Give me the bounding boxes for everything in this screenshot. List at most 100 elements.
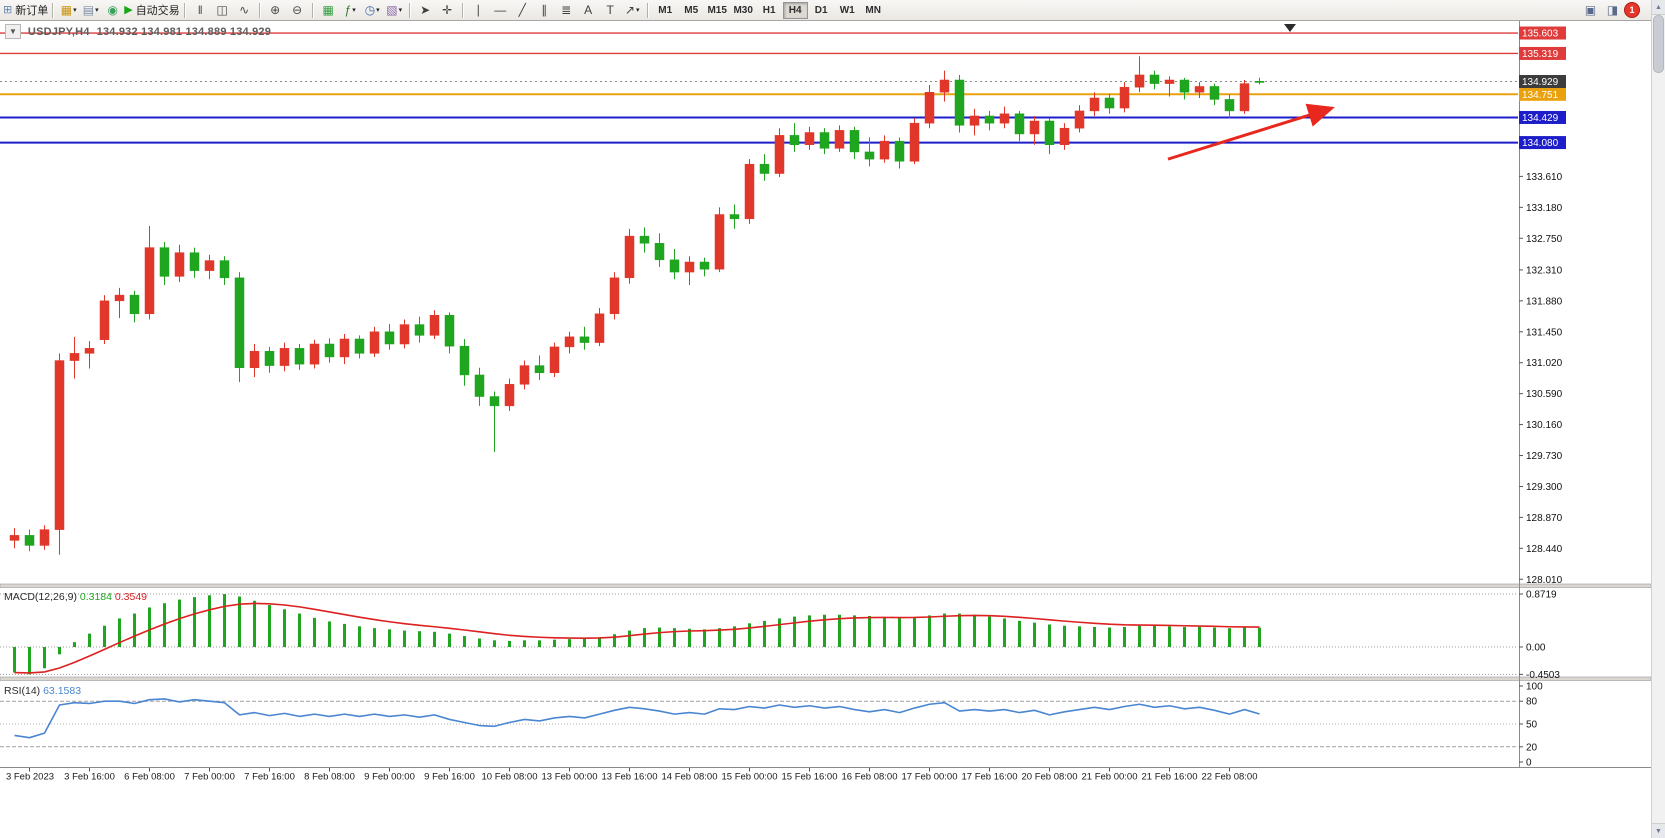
- candle-body: [354, 338, 365, 354]
- timeframe-d1-button[interactable]: D1: [809, 2, 834, 19]
- svg-text:7 Feb 00:00: 7 Feb 00:00: [184, 772, 235, 782]
- candle-body: [549, 346, 560, 374]
- horizontal-line-icon[interactable]: —: [490, 2, 511, 19]
- chart-canvas[interactable]: 133.610 133.180 132.750 132.310 131.880 131.4…: [0, 21, 1651, 781]
- dropdown-caret-icon: ▾: [95, 7, 99, 14]
- new-chart-icon[interactable]: ▦ ▾: [58, 2, 79, 19]
- channel-icon[interactable]: ∥: [534, 2, 555, 19]
- candle-body: [669, 259, 680, 273]
- candle-body: [84, 348, 95, 354]
- candle-body: [909, 122, 920, 162]
- scrollbar-thumb[interactable]: [1653, 15, 1664, 73]
- svg-text:133.180: 133.180: [1526, 203, 1563, 214]
- panel-separator[interactable]: [0, 676, 1651, 681]
- zoom-out-icon[interactable]: ⊖: [287, 2, 308, 19]
- timeframe-mn-button[interactable]: MN: [861, 2, 886, 19]
- svg-text:131.020: 131.020: [1526, 358, 1563, 369]
- svg-text:3 Feb 2023: 3 Feb 2023: [6, 772, 54, 782]
- candles-chart-icon[interactable]: ◫: [212, 2, 233, 19]
- new-order-button[interactable]: ⊞ 新订单: [3, 2, 48, 19]
- chart-shift-marker[interactable]: [1284, 24, 1296, 32]
- autotrading-button-label: 自动交易: [135, 5, 180, 17]
- timeframe-h1-button[interactable]: H1: [757, 2, 782, 19]
- vertical-scrollbar[interactable]: ▲ ▼: [1651, 0, 1665, 838]
- chart-header: ▼ USDJPY,H4 134.932 134.981 134.889 134.…: [5, 24, 271, 39]
- timeframe-m15-button[interactable]: M15: [705, 2, 730, 19]
- candle-body: [534, 365, 545, 374]
- one-click-trading-dropdown[interactable]: ▼: [5, 24, 21, 39]
- scroll-down-icon[interactable]: ▼: [1652, 823, 1665, 838]
- arrows-icon: ↗: [624, 3, 635, 17]
- timeframe-m5-button[interactable]: M5: [679, 2, 704, 19]
- svg-text:128.870: 128.870: [1526, 513, 1563, 524]
- indicators-icon: ƒ: [344, 3, 352, 17]
- trendline-icon[interactable]: ╱: [512, 2, 533, 19]
- candle-body: [1104, 97, 1115, 109]
- panel-separator[interactable]: [0, 583, 1651, 588]
- cursor-icon[interactable]: ➤: [415, 2, 436, 19]
- fibonacci-icon[interactable]: ≣: [556, 2, 577, 19]
- candle-body: [489, 396, 500, 407]
- bars-chart-icon[interactable]: ‖: [190, 2, 211, 19]
- svg-text:130.160: 130.160: [1526, 420, 1563, 431]
- candle-body: [294, 348, 305, 365]
- candle-body: [744, 163, 755, 220]
- timeframe-h4-button[interactable]: H4: [782, 1, 808, 19]
- periods-icon[interactable]: ◷ ▾: [362, 2, 383, 19]
- candle-body: [819, 132, 830, 149]
- timeframe-m1-button[interactable]: M1: [653, 2, 678, 19]
- candle-body: [564, 336, 575, 348]
- refresh-icon[interactable]: ◉: [102, 2, 123, 19]
- crosshair-icon: ✛: [442, 3, 453, 17]
- timeframe-m30-button[interactable]: M30: [731, 2, 756, 19]
- svg-text:133.610: 133.610: [1526, 172, 1563, 183]
- candle-body: [369, 331, 380, 354]
- channel-icon: ∥: [541, 3, 548, 17]
- candle-body: [459, 345, 470, 376]
- line-chart-icon[interactable]: ∿: [234, 2, 255, 19]
- rsi-label: RSI(14) 63.1583: [4, 685, 81, 697]
- svg-text:131.450: 131.450: [1526, 327, 1563, 338]
- timeframe-w1-button[interactable]: W1: [835, 2, 860, 19]
- svg-text:0: 0: [1526, 758, 1532, 769]
- toolbar-divider: [183, 2, 186, 18]
- profiles-icon[interactable]: ▤ ▾: [80, 2, 101, 19]
- fibonacci-icon: ≣: [561, 3, 572, 17]
- svg-text:21 Feb 16:00: 21 Feb 16:00: [1142, 772, 1198, 782]
- time-axis[interactable]: 3 Feb 2023 3 Feb 16:00 6 Feb 08:00 7 Feb 00…: [6, 768, 1258, 781]
- candle-body: [249, 350, 260, 369]
- svg-text:7 Feb 16:00: 7 Feb 16:00: [244, 772, 295, 782]
- svg-text:0.00: 0.00: [1526, 643, 1546, 654]
- price-axis[interactable]: 133.610 133.180 132.750 132.310 131.880 131.4…: [1519, 172, 1563, 586]
- svg-text:0.8719: 0.8719: [1526, 589, 1557, 600]
- label-icon: T: [606, 3, 614, 17]
- zoom-in-icon[interactable]: ⊕: [265, 2, 286, 19]
- crosshair-icon[interactable]: ✛: [437, 2, 458, 19]
- arrows-icon[interactable]: ↗ ▾: [622, 2, 643, 19]
- candle-body: [1119, 86, 1130, 109]
- bars-chart-icon: ‖: [197, 3, 203, 17]
- text-icon[interactable]: A: [578, 2, 599, 19]
- chart-window: ▼ USDJPY,H4 134.932 134.981 134.889 134.…: [0, 21, 1651, 838]
- indicators-icon[interactable]: ƒ ▾: [340, 2, 361, 19]
- notification-badge[interactable]: 1: [1624, 2, 1640, 18]
- trend-arrow-object[interactable]: [1167, 103, 1335, 161]
- candle-body: [864, 151, 875, 160]
- dock-panel-icon[interactable]: ◨: [1602, 2, 1623, 19]
- templates-icon[interactable]: ▧ ▾: [384, 2, 405, 19]
- svg-text:14 Feb 08:00: 14 Feb 08:00: [662, 772, 718, 782]
- zoom-out-icon: ⊖: [292, 3, 303, 17]
- candle-body: [894, 140, 905, 162]
- svg-text:17 Feb 00:00: 17 Feb 00:00: [902, 772, 958, 782]
- svg-text:135.603: 135.603: [1522, 29, 1559, 40]
- autotrading-button[interactable]: ▶ 自动交易: [124, 2, 179, 19]
- tile-windows-icon[interactable]: ▦: [318, 2, 339, 19]
- candle-body: [144, 247, 155, 315]
- chart-window-icon[interactable]: ▣: [1580, 2, 1601, 19]
- macd-label: MACD(12,26,9) 0.3184 0.3549: [4, 591, 147, 603]
- vertical-line-icon[interactable]: ∣: [468, 2, 489, 19]
- scroll-up-icon[interactable]: ▲: [1652, 0, 1665, 15]
- candle-body: [684, 261, 695, 273]
- label-icon[interactable]: T: [600, 2, 621, 19]
- svg-text:135.319: 135.319: [1522, 49, 1559, 60]
